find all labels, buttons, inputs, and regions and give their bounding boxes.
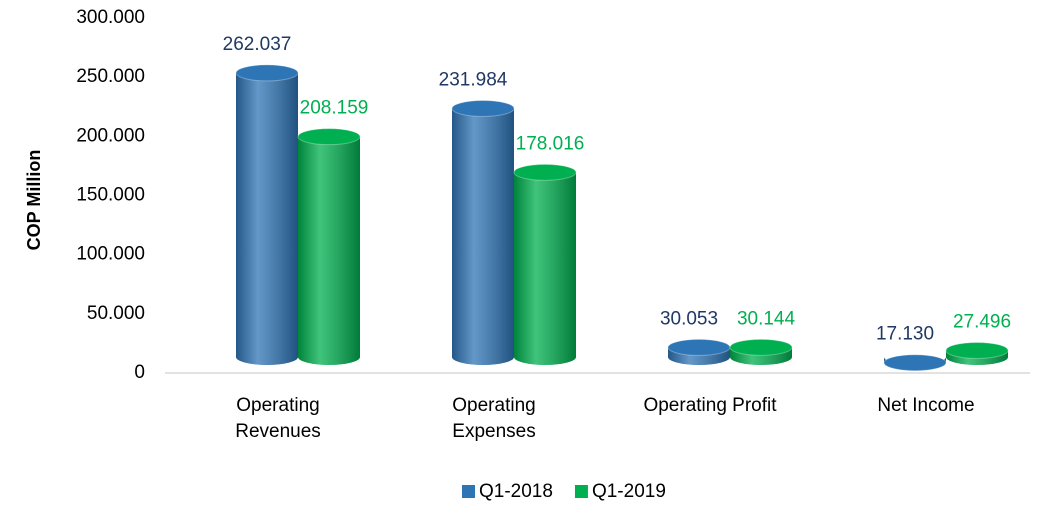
bar-top: [297, 128, 361, 146]
value-label: 262.037: [223, 34, 292, 55]
bar-top: [451, 99, 515, 117]
y-tick-label: 250.000: [76, 66, 145, 87]
bar: [883, 354, 947, 372]
bar-top: [235, 64, 299, 82]
x-tick-label: Net Income: [877, 395, 975, 416]
bar-shading: [514, 172, 576, 365]
y-tick-label: 50.000: [87, 303, 145, 324]
bar: [297, 128, 361, 365]
value-label: 30.144: [737, 308, 796, 329]
value-label: 178.016: [516, 133, 585, 154]
y-tick-label: 0: [134, 362, 145, 383]
bar-top: [667, 338, 731, 356]
y-tick-label: 150.000: [76, 185, 145, 206]
value-label: 30.053: [660, 308, 718, 329]
value-label: 208.159: [300, 98, 369, 119]
bar-shading: [452, 108, 514, 366]
x-tick-label: Operating Revenues: [235, 395, 321, 442]
bar: [945, 341, 1009, 365]
bar-top: [729, 338, 793, 356]
bar-shading: [298, 136, 360, 365]
bar: [451, 99, 515, 366]
legend-label: Q1-2018: [479, 481, 553, 502]
y-tick-label: 200.000: [76, 125, 145, 146]
legend-swatch: [462, 485, 475, 498]
x-tick-label: Operating Profit: [643, 395, 777, 416]
y-tick-label: 100.000: [76, 244, 145, 265]
bar: [513, 163, 577, 365]
legend-label: Q1-2019: [592, 481, 666, 502]
bar-shading: [236, 72, 298, 365]
bar: [667, 338, 731, 365]
bar-top: [945, 341, 1009, 359]
bar: [729, 338, 793, 365]
value-label: 17.130: [876, 324, 934, 345]
bar: [235, 64, 299, 365]
bar-top: [883, 354, 947, 372]
legend-swatch: [574, 485, 588, 498]
value-label: 27.496: [953, 311, 1011, 332]
y-axis-label: COP Million: [24, 150, 44, 251]
value-label: 231.984: [439, 70, 508, 91]
bar-top: [513, 163, 577, 181]
y-tick-label: 300.000: [76, 7, 145, 28]
x-tick-label: Operating Expenses: [452, 395, 536, 442]
